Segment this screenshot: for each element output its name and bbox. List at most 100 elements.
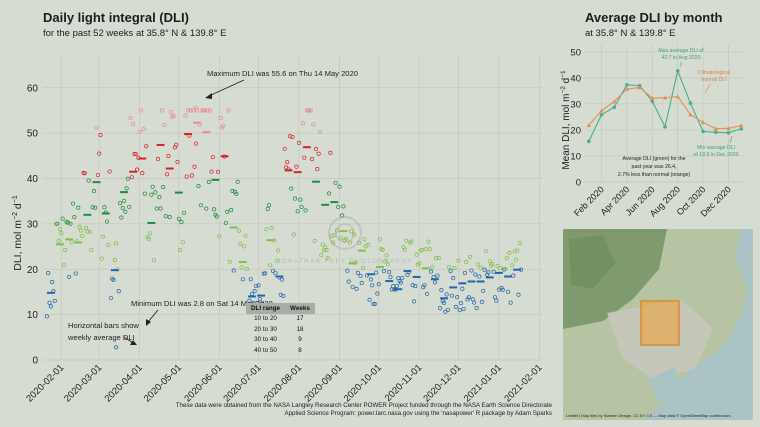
watermark-emblem-inner (335, 223, 355, 243)
climatology-point (624, 86, 630, 91)
min-annotation-arrowhead (146, 319, 151, 326)
legend-weeks: 18 (296, 325, 304, 333)
left-x-tick-label: 2020-11-01 (383, 362, 425, 404)
daily-point (165, 172, 170, 177)
daily-point (316, 151, 321, 156)
daily-point (159, 108, 164, 113)
daily-point (372, 301, 377, 306)
daily-point (141, 127, 146, 132)
max-average-line2: 42.7 in Aug 2020 (662, 55, 701, 61)
daily-point (400, 275, 405, 280)
daily-point (357, 240, 362, 245)
daily-point (57, 227, 63, 232)
daily-point (85, 229, 90, 234)
daily-point (244, 266, 249, 272)
daily-point (422, 283, 427, 288)
daily-point (495, 263, 500, 269)
legend-header-row: DLI range Weeks (246, 303, 315, 314)
daily-point (223, 220, 228, 225)
left-y-tick-label: 50 (27, 129, 39, 140)
right-y-tick-label: 10 (570, 151, 581, 162)
daily-point (336, 204, 341, 209)
climatology-point (675, 94, 680, 99)
daily-point (59, 231, 64, 236)
daily-point (427, 247, 432, 252)
daily-point (121, 199, 127, 204)
daily-point (354, 286, 359, 291)
daily-point (481, 288, 486, 293)
daily-point (444, 292, 449, 297)
daily-point (133, 151, 138, 157)
daily-point (146, 237, 151, 242)
daily-point (97, 151, 102, 156)
daily-point (513, 257, 518, 262)
daily-point (505, 289, 511, 294)
daily-point (191, 108, 196, 113)
daily-point (129, 175, 134, 180)
daily-point (132, 151, 137, 156)
left-x-tick-label: 2020-08-01 (262, 362, 304, 404)
daily-point (50, 280, 55, 285)
footer-line1: These data were obtained from the NASA L… (175, 402, 552, 409)
daily-point (451, 276, 456, 281)
daily-point (313, 146, 319, 152)
right-chart-subtitle: at 35.8° N & 139.8° E (585, 28, 676, 39)
daily-point (344, 236, 349, 241)
daily-point (367, 297, 372, 302)
daily-point (269, 225, 274, 231)
daily-point (507, 250, 512, 255)
daily-point (449, 293, 454, 298)
left-y-tick-label: 60 (27, 83, 39, 94)
daily-point (112, 257, 117, 262)
daily-point (180, 240, 185, 245)
daily-point (84, 225, 89, 230)
daily-point (509, 263, 515, 268)
daily-point (171, 114, 176, 119)
daily-point (108, 296, 113, 301)
climatology-point (726, 126, 731, 131)
location-map[interactable] (563, 229, 753, 420)
weekly-average-bars (46, 121, 522, 300)
daily-point (517, 241, 522, 246)
legend-range: 10 to 20 (254, 315, 277, 323)
daily-point (475, 262, 481, 267)
daily-point (327, 191, 332, 196)
average-summary-line2: past year was 26.4, (632, 164, 677, 170)
daily-point (447, 265, 452, 270)
daily-point (68, 221, 73, 226)
daily-point (282, 146, 287, 151)
daily-point (285, 160, 290, 165)
daily-point (479, 299, 484, 304)
daily-point (351, 232, 356, 237)
left-x-axis-ticks: 2020-02-012020-03-012020-04-012020-05-01… (24, 362, 544, 404)
map-tiles (563, 229, 753, 420)
daily-point (300, 121, 306, 126)
map-tokyo-bay (649, 367, 681, 405)
daily-point (414, 252, 419, 257)
daily-point (374, 270, 379, 275)
monthly-series (586, 68, 744, 144)
daily-point (248, 277, 253, 282)
max-annotation: Maximum DLI was 55.6 on Thu 14 May 2020 (207, 69, 358, 78)
min-annotation: Minimum DLI was 2.8 on Sat 14 Mar 2020 (131, 299, 273, 308)
daily-point (276, 248, 281, 253)
daily-point (178, 247, 183, 252)
daily-point (279, 277, 285, 282)
daily-point (340, 213, 345, 218)
daily-point (259, 307, 264, 312)
daily-point (201, 108, 206, 113)
daily-point (295, 209, 300, 214)
map-location-marker[interactable] (640, 300, 680, 346)
legend-range: 40 to 50 (254, 346, 277, 354)
left-y-tick-label: 10 (27, 310, 39, 321)
daily-point (445, 307, 450, 312)
daily-point (337, 184, 342, 189)
min-average-leader (729, 135, 733, 144)
daily-point (200, 108, 205, 113)
daily-point (78, 228, 83, 233)
daily-point (457, 308, 462, 313)
daily-point (137, 129, 142, 134)
left-x-tick-label: 2020-09-01 (302, 362, 344, 404)
